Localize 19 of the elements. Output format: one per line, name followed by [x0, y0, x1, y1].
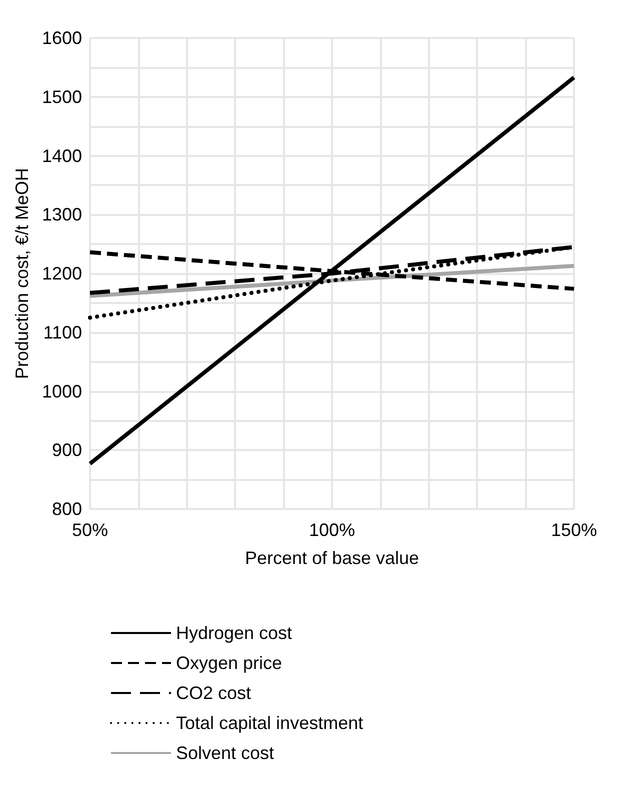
y-tick-label: 1300: [42, 204, 82, 225]
y-tick-label: 1000: [42, 381, 82, 402]
x-tick-label: 150%: [550, 520, 598, 540]
y-tick-label: 800: [52, 499, 82, 519]
y-tick-label: 1100: [43, 322, 82, 342]
x-axis-title: Percent of base value: [244, 548, 420, 568]
y-tick-label: 1500: [42, 86, 82, 107]
legend-label: Solvent cost: [176, 743, 274, 763]
y-tick-label: 1400: [42, 146, 82, 166]
x-tick-label: 50%: [72, 520, 108, 540]
legend-label: Hydrogen cost: [176, 623, 292, 643]
legend-label: CO2 cost: [176, 683, 252, 703]
x-tick-label: 100%: [308, 520, 356, 540]
y-tick-label: 1600: [42, 28, 82, 48]
y-tick-label: 900: [52, 440, 82, 460]
legend-label: Total capital investment: [176, 713, 364, 733]
y-tick-label: 1200: [42, 264, 82, 284]
legend-label: Oxygen price: [176, 653, 282, 673]
y-axis-title: Production cost, €/t MeOH: [12, 168, 32, 380]
